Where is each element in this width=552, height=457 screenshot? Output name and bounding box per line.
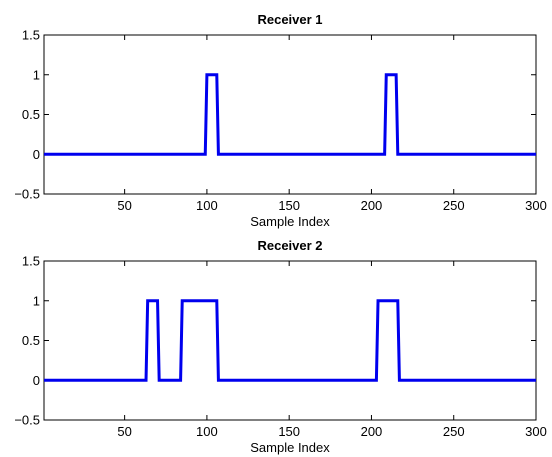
chart-2-xtick-label: 200: [361, 424, 383, 439]
chart-1-ytick-label: −0.5: [14, 187, 40, 202]
chart-2-xtick-label: 100: [196, 424, 218, 439]
chart-1-xtick-label: 150: [278, 198, 300, 213]
chart-1-ytick-label: 1.5: [22, 28, 40, 43]
chart-2-xtick-label: 250: [443, 424, 465, 439]
chart-2-ytick-label: 1: [33, 293, 40, 308]
chart-1-ytick-label: 1: [33, 67, 40, 82]
chart-2: Receiver 2 50 100 150 200 250 300 −0.5 0 0.5 1 1.5 S…: [14, 238, 547, 455]
chart-2-xlabel: Sample Index: [250, 440, 330, 455]
chart-2-axes-frame: [43, 260, 537, 421]
chart-2-ytick-label: 0.5: [22, 333, 40, 348]
chart-2-ytick-label: 0: [33, 373, 40, 388]
chart-2-ytick-label: 1.5: [22, 254, 40, 269]
chart-1-ytick-label: 0: [33, 147, 40, 162]
chart-1-xtick-label: 250: [443, 198, 465, 213]
chart-1-title: Receiver 1: [257, 12, 322, 27]
chart-1-axes-frame: [43, 34, 537, 195]
chart-1-ytick-label: 0.5: [22, 107, 40, 122]
chart-1-series-line-1: [44, 73, 536, 156]
chart-1: Receiver 1 50 100 150 200 250 300 −0.5 0 0.5 1 1.5 S…: [14, 12, 547, 229]
chart-2-xtick-label: 300: [525, 424, 547, 439]
chart-1-xtick-label: 50: [117, 198, 131, 213]
chart-2-xtick-label: 150: [278, 424, 300, 439]
chart-2-xtick-label: 50: [117, 424, 131, 439]
chart-2-ytick-label: −0.5: [14, 413, 40, 428]
chart-1-xtick-label: 100: [196, 198, 218, 213]
chart-1-xtick-label: 300: [525, 198, 547, 213]
chart-1-xlabel: Sample Index: [250, 214, 330, 229]
chart-2-series-line-1: [44, 299, 536, 382]
chart-1-xtick-label: 200: [361, 198, 383, 213]
chart-2-title: Receiver 2: [257, 238, 322, 253]
